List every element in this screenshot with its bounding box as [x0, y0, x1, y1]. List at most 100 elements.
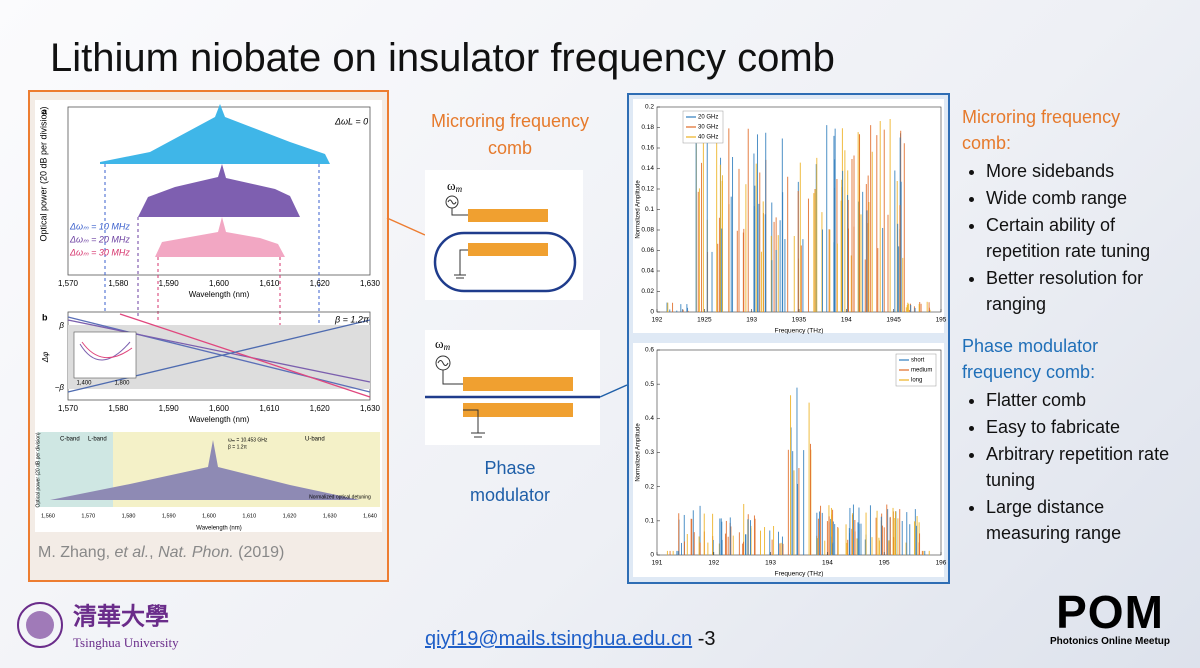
source-label: ωm [447, 178, 463, 194]
spectrum [100, 104, 330, 164]
param: β = 1.2π [228, 444, 248, 450]
inset-label: Normalized optical detuning [309, 494, 371, 500]
x-tick-label: 1,570 [58, 279, 79, 288]
electrode [468, 209, 548, 222]
x-tick-label: 1,630 [360, 279, 381, 288]
bullet-item: Large distance measuring range [986, 494, 1192, 546]
x-tick-label: 1,590 [159, 404, 180, 413]
y-tick-label: 0.6 [645, 347, 654, 354]
x-tick-label: 1,620 [310, 404, 331, 413]
y-tick-label: 0.12 [641, 186, 654, 193]
y-axis-label: Δφ [41, 352, 50, 364]
x-tick-label: 192 [652, 317, 663, 324]
annotation: ΔωL = 0 [334, 116, 368, 126]
phase-label: Phase modulator [469, 458, 551, 505]
source-label: ωm [435, 336, 451, 352]
band-label: C-band [60, 437, 80, 443]
x-tick-label: 1,580 [108, 279, 129, 288]
email-link[interactable]: qiyf19@mails.tsinghua.edu.cn [425, 628, 693, 650]
inset-tick-label: 1,400 [76, 381, 92, 387]
x-tick-label: 1,590 [162, 513, 176, 519]
citation-part: (2019) [234, 544, 285, 561]
inset-curve [79, 341, 131, 361]
legend-entry: short [911, 358, 925, 364]
microring-label: Microring frequency comb [430, 111, 590, 158]
x-tick-label: 191 [652, 560, 663, 567]
x-tick-label: 1,570 [58, 404, 79, 413]
x-tick-label: 1925 [697, 317, 712, 324]
x-tick-label: 1,630 [360, 404, 381, 413]
panel-label: b [42, 312, 48, 322]
x-tick-label: 193 [746, 317, 757, 324]
wire [459, 249, 468, 275]
x-tick-label: 1,600 [209, 279, 230, 288]
legend-entry: Δωₘ = 20 MHz [69, 234, 130, 244]
x-axis-label: Wavelength (nm) [189, 290, 250, 299]
wire [442, 370, 463, 385]
electrode [463, 403, 573, 417]
x-tick-label: 1,580 [108, 404, 129, 413]
x-axis-label: Wavelength (nm) [189, 415, 250, 424]
y-tick-label: 0.14 [641, 165, 654, 172]
left-figure: a ΔωL = 0 Optical power (20 dB per divis… [35, 100, 382, 561]
y-tick-label: 0.1 [645, 206, 654, 213]
y-axis-label: Normalized Amplitude [636, 423, 642, 482]
bullet-item: Certain ability of repetition rate tunin… [986, 212, 1192, 264]
electrode [463, 377, 573, 391]
bullet-item: Easy to fabricate [986, 414, 1192, 440]
x-axis-label: Wavelength (nm) [196, 526, 241, 532]
legend-entry: long [911, 378, 922, 384]
spectrum [50, 440, 360, 500]
y-tick-label: 0.18 [641, 124, 654, 131]
bullet-item: Arbitrary repetition rate tuning [986, 441, 1192, 493]
x-tick-label: 193 [765, 560, 776, 567]
y-axis-label: Normalized Amplitude [636, 180, 642, 239]
citation: M. Zhang, et al., Nat. Phon. (2019) [38, 544, 284, 561]
band-label: U-band [305, 437, 325, 443]
x-tick-label: 1,590 [159, 279, 180, 288]
y-tick-label: 0.04 [641, 268, 654, 275]
panel-label: a [42, 106, 48, 116]
university-cn: 清華大學 [73, 603, 169, 630]
citation-part: Nat. Phon. [158, 544, 234, 561]
curve [119, 313, 371, 398]
pom-text: POM [1056, 586, 1164, 638]
legend-entry: 20 GHz [698, 115, 718, 121]
seal-inner [26, 611, 54, 639]
spectrum [138, 164, 300, 217]
y-tick-label: 0.4 [645, 415, 654, 422]
inset-curve [81, 341, 133, 359]
legend-entry: 40 GHz [698, 135, 718, 141]
x-tick-label: 1935 [792, 317, 807, 324]
source-symbol: ω [435, 336, 444, 351]
spectrum [155, 217, 285, 257]
page-number: -3 [697, 628, 716, 650]
x-tick-label: 194 [822, 560, 833, 567]
x-tick-label: 1945 [886, 317, 901, 324]
citation-part: , [149, 544, 158, 561]
inset [73, 331, 137, 379]
y-tick-label: β [58, 321, 64, 330]
legend-entry: Δωₘ = 10 MHz [69, 221, 130, 231]
bullet-item: More sidebands [986, 158, 1192, 184]
y-axis-label: Optical power (20 dB per division) [38, 106, 48, 241]
section: Phase modulator frequency comb: Flatter c… [962, 333, 1192, 546]
bullet-item: Better resolution for ranging [986, 265, 1192, 317]
wire [463, 409, 479, 433]
y-tick-label: 0.1 [645, 518, 654, 525]
y-tick-label: 0.16 [641, 145, 654, 152]
param: ωₘ = 10.453 GHz [228, 437, 268, 443]
section-heading: Phase modulator frequency comb: [962, 336, 1099, 382]
x-tick-label: 1,610 [242, 513, 256, 519]
y-tick-label: 0 [650, 552, 654, 559]
x-tick-label: 1,630 [323, 513, 337, 519]
connector [599, 384, 628, 398]
source-subscript: m [456, 184, 463, 194]
diagrams: ωm ωm [386, 170, 628, 445]
legend-entry: 30 GHz [698, 125, 718, 131]
y-tick-label: 0.06 [641, 247, 654, 254]
x-tick-label: 194 [841, 317, 852, 324]
university-en: Tsinghua University [73, 635, 179, 650]
source-wave [447, 199, 457, 205]
x-axis-label: Frequency (THz) [775, 571, 824, 578]
